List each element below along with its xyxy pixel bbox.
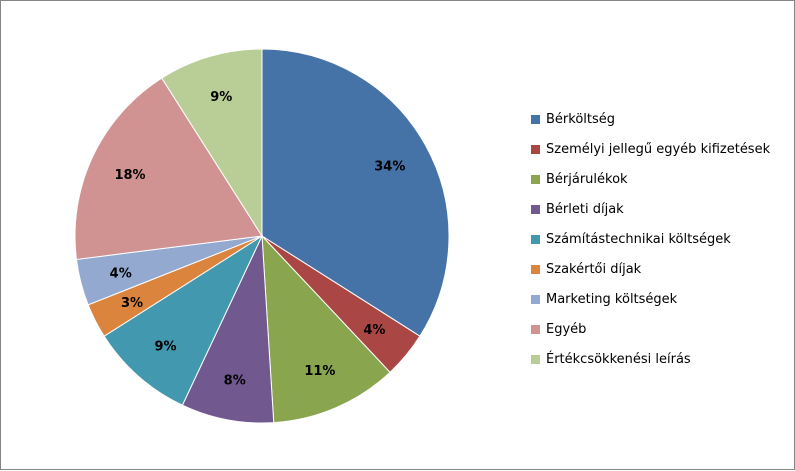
legend-swatch	[531, 174, 540, 184]
legend-label: Személyi jellegű egyéb kifizetések	[546, 141, 771, 157]
slice-data-label: 8%	[224, 373, 246, 388]
slice-data-label: 3%	[121, 296, 143, 311]
legend-item: Marketing költségek	[531, 284, 770, 314]
pie-slice	[74, 77, 263, 260]
legend-item: Egyéb	[531, 314, 770, 344]
legend-item: Bérköltség	[531, 104, 770, 134]
legend: Bérköltség Személyi jellegű egyéb kifizet…	[531, 104, 770, 374]
pie-slice	[261, 48, 450, 337]
legend-swatch	[531, 294, 540, 304]
slice-data-label: 11%	[304, 364, 335, 379]
legend-swatch	[531, 354, 540, 364]
legend-swatch	[531, 234, 540, 244]
legend-label: Értékcsökkenési leírás	[546, 351, 691, 367]
legend-label: Marketing költségek	[546, 291, 678, 307]
legend-label: Bérjárulékok	[546, 171, 628, 187]
legend-item: Értékcsökkenési leírás	[531, 344, 770, 374]
slice-data-label: 4%	[110, 266, 132, 281]
legend-label: Szakértői díjak	[546, 261, 642, 277]
pie-slice	[261, 234, 391, 424]
legend-swatch	[531, 264, 540, 274]
legend-label: Számítástechnikai költségek	[546, 231, 731, 247]
slice-data-label: 18%	[114, 168, 145, 183]
legend-swatch	[531, 324, 540, 334]
legend-swatch	[531, 144, 540, 154]
legend-item: Bérleti díjak	[531, 194, 770, 224]
legend-label: Egyéb	[546, 321, 587, 337]
legend-item: Számítástechnikai költségek	[531, 224, 770, 254]
slice-data-label: 9%	[210, 90, 232, 105]
legend-swatch	[531, 114, 540, 124]
pie-slice	[103, 234, 264, 406]
legend-item: Személyi jellegű egyéb kifizetések	[531, 134, 770, 164]
legend-item: Szakértői díjak	[531, 254, 770, 284]
slice-data-label: 9%	[154, 339, 176, 354]
legend-swatch	[531, 204, 540, 214]
slice-data-label: 34%	[374, 160, 405, 175]
pie-slice	[181, 235, 275, 424]
legend-label: Bérleti díjak	[546, 201, 624, 217]
legend-item: Bérjárulékok	[531, 164, 770, 194]
legend-label: Bérköltség	[546, 111, 616, 127]
pie-slice	[161, 48, 263, 238]
slice-data-label: 4%	[363, 323, 385, 338]
